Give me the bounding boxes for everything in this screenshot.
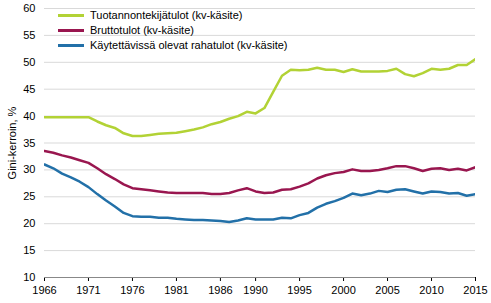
svg-text:30: 30 [23,163,35,175]
svg-text:20: 20 [23,217,35,229]
svg-text:40: 40 [23,110,35,122]
svg-text:1981: 1981 [164,284,188,296]
html-text:Käytettävissä olevat rahatulot: Käytettävissä olevat rahatulot (kv-käsit… [90,39,288,51]
svg-text:1976: 1976 [120,284,144,296]
svg-text:55: 55 [23,29,35,41]
html-text:Bruttotulot (kv-käsite): Bruttotulot (kv-käsite) [90,24,194,36]
svg-text:2005: 2005 [375,284,399,296]
svg-text:1966: 1966 [32,284,56,296]
svg-text:1971: 1971 [76,284,100,296]
svg-text:2010: 2010 [419,284,443,296]
html-text:Tuotannontekijätulot (kv-käsit: Tuotannontekijätulot (kv-käsite) [90,9,243,21]
svg-text:1986: 1986 [208,284,232,296]
svg-text:50: 50 [23,56,35,68]
svg-text:Gini-kerroin, %: Gini-kerroin, % [6,106,18,179]
svg-text:15: 15 [23,244,35,256]
svg-text:25: 25 [23,190,35,202]
svg-text:2015: 2015 [463,284,487,296]
svg-text:45: 45 [23,83,35,95]
svg-text:60: 60 [23,2,35,14]
svg-text:1990: 1990 [243,284,267,296]
svg-text:35: 35 [23,137,35,149]
svg-text:1995: 1995 [287,284,311,296]
svg-text:2000: 2000 [331,284,355,296]
svg-text:10: 10 [23,271,35,283]
